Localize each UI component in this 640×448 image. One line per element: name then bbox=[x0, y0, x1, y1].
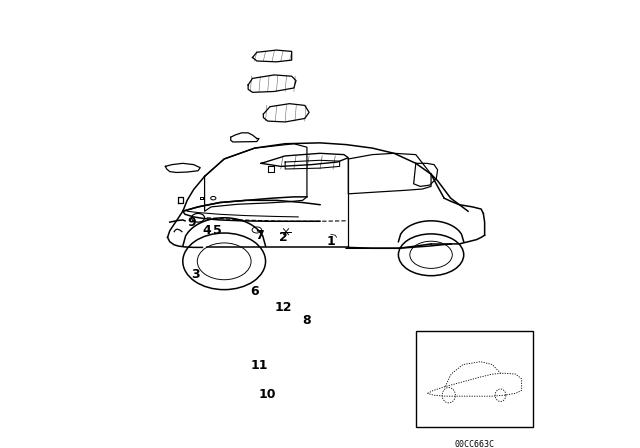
Text: 4: 4 bbox=[202, 224, 211, 237]
Text: 12: 12 bbox=[274, 301, 292, 314]
Text: 6: 6 bbox=[250, 285, 259, 298]
Text: 10: 10 bbox=[259, 388, 276, 401]
Text: 7: 7 bbox=[255, 228, 264, 242]
Text: 8: 8 bbox=[303, 314, 311, 327]
Text: 9: 9 bbox=[188, 215, 196, 228]
Text: 3: 3 bbox=[191, 268, 200, 281]
Text: 00CC663C: 00CC663C bbox=[454, 440, 495, 448]
Bar bbox=[416, 331, 533, 427]
Text: 2: 2 bbox=[278, 231, 287, 244]
Text: 1: 1 bbox=[326, 235, 335, 248]
Text: 11: 11 bbox=[250, 359, 268, 372]
Text: 5: 5 bbox=[213, 224, 222, 237]
